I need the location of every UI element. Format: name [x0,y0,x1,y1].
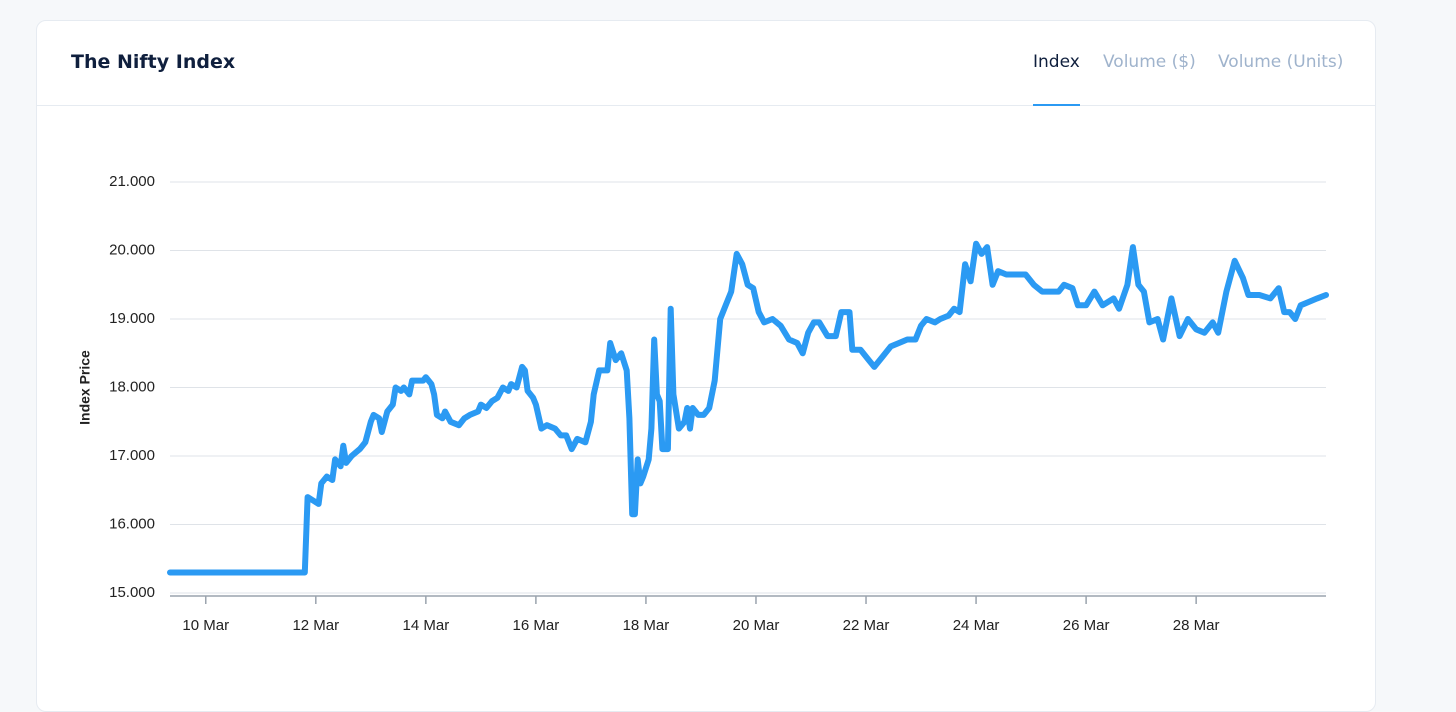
y-tick-label: 17.000 [109,447,155,464]
card-title: The Nifty Index [71,51,236,73]
x-tick-label: 22 Mar [843,617,890,634]
x-tick-label: 24 Mar [953,617,1000,634]
tab[interactable]: Volume (Units) [1218,52,1344,72]
y-tick-label: 19.000 [109,310,155,327]
x-tick-label: 18 Mar [623,617,670,634]
tab[interactable]: Index [1033,52,1080,72]
y-tick-label: 21.000 [109,173,155,190]
y-axis-title: Index Price [77,350,93,425]
x-tick-label: 12 Mar [292,617,339,634]
x-tick-label: 16 Mar [513,617,560,634]
tab[interactable]: Volume ($) [1103,52,1196,72]
y-tick-label: 16.000 [109,515,155,532]
price-line [167,240,1329,576]
y-tick-label: 15.000 [109,584,155,601]
active-tab-underline [1033,104,1080,106]
card-header: The Nifty Index Index Volume ($) Volume … [37,21,1375,106]
page: The Nifty Index Index Volume ($) Volume … [36,20,1376,712]
x-tick-label: 26 Mar [1063,617,1110,634]
x-tick-label: 20 Mar [733,617,780,634]
x-tick-label: 10 Mar [182,617,229,634]
x-tick-label: 28 Mar [1173,617,1220,634]
y-tick-label: 18.000 [109,378,155,395]
y-tick-label: 20.000 [109,241,155,258]
chart: 15.000 16.000 17.000 18.000 19.000 20.000 21.0… [77,173,1329,634]
x-tick-label: 14 Mar [403,617,450,634]
